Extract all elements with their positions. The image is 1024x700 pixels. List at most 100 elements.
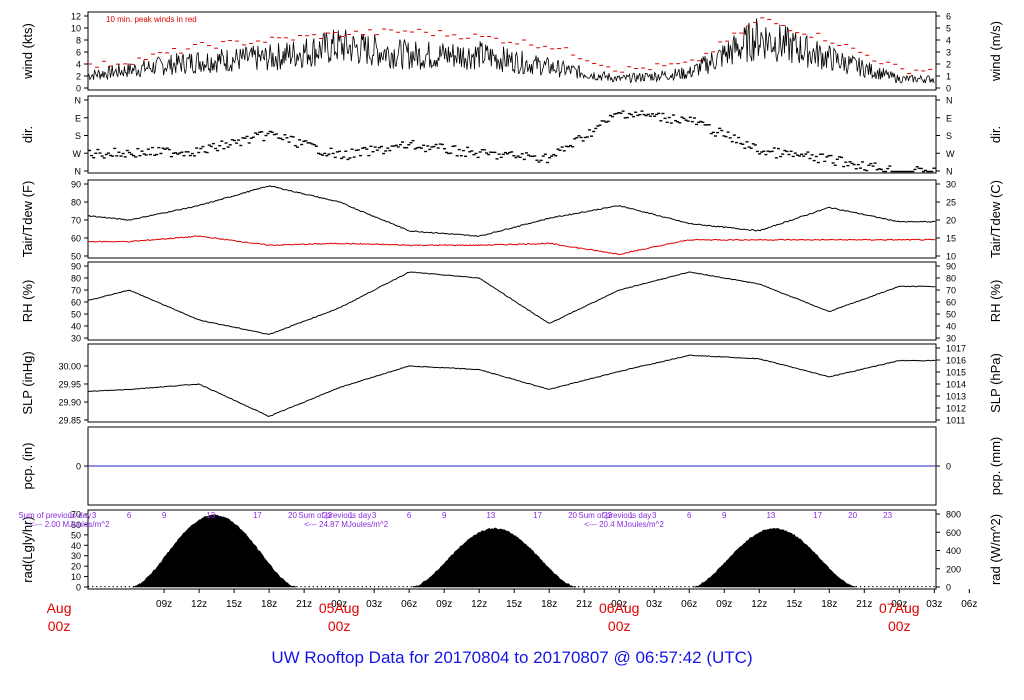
direction-point (587, 129, 591, 131)
series-line-tair (87, 185, 936, 238)
panel-frame-slp (87, 343, 937, 423)
y-tick-label-left: 0 (76, 583, 81, 593)
direction-point (537, 161, 541, 163)
direction-point (791, 155, 795, 158)
direction-point (178, 152, 182, 154)
radiation-area-day-1 (132, 514, 297, 588)
direction-point (487, 153, 491, 156)
radiation-zero-dot (390, 586, 392, 588)
direction-point (873, 162, 877, 164)
direction-point (289, 135, 293, 138)
radiation-zero-dot (569, 586, 572, 588)
radiation-zero-dot (904, 586, 907, 588)
radiation-zero-dot (929, 586, 931, 588)
direction-point (827, 154, 831, 157)
direction-point (545, 161, 549, 164)
y-axis-title-right: dir. (988, 126, 1003, 143)
direction-point (560, 146, 564, 148)
direction-point (274, 133, 278, 135)
y-axis-title-right: SLP (hPa) (988, 353, 1003, 413)
y-tick-label-right: 0 (946, 462, 951, 472)
x-tick-label: 03z (926, 599, 942, 610)
radiation-zero-dot (831, 586, 833, 588)
radiation-zero-dot (688, 586, 690, 588)
direction-point (699, 120, 703, 123)
direction-point (682, 117, 686, 120)
direction-point (690, 120, 694, 123)
direction-point (524, 152, 528, 154)
y-tick-label-right: 1016 (946, 356, 966, 366)
direction-point (829, 154, 833, 157)
direction-point (239, 144, 243, 147)
direction-point (449, 152, 453, 154)
direction-point (646, 113, 650, 116)
direction-point (375, 149, 379, 151)
direction-point (913, 168, 917, 171)
radiation-zero-dot (247, 586, 249, 588)
direction-point (802, 155, 806, 157)
direction-point (842, 165, 846, 168)
x-tick-label: 12z (751, 599, 767, 610)
direction-point (333, 156, 337, 159)
hour-mark-label: 17 (533, 511, 542, 520)
radiation-zero-dot (618, 586, 621, 588)
direction-point (119, 155, 123, 157)
direction-point (367, 154, 371, 157)
direction-point (823, 160, 827, 163)
hour-mark-label: 3 (372, 511, 377, 520)
radiation-zero-dot (623, 586, 625, 588)
direction-point (608, 114, 612, 117)
direction-point (96, 148, 100, 151)
radiation-zero-dot (455, 586, 457, 588)
radiation-zero-dot (202, 586, 204, 588)
radiation-zero-dot (508, 586, 510, 588)
direction-point (148, 153, 152, 156)
radiation-zero-dot (614, 586, 617, 588)
radiation-zero-dot (847, 586, 849, 588)
direction-point (224, 142, 228, 144)
radiation-zero-dot (96, 586, 98, 588)
x-tick-label: 21z (576, 599, 592, 610)
direction-point (220, 140, 224, 142)
direction-point (363, 146, 367, 149)
radiation-sum-annotation: <--- 24.87 MJoules/m^2 (304, 520, 389, 529)
radiation-zero-dot (565, 586, 568, 588)
hour-mark-label: 23 (323, 511, 332, 520)
direction-point (270, 131, 274, 133)
y-tick-label-left: 50 (71, 310, 81, 320)
direction-point (596, 125, 600, 127)
y-tick-label-left: 6 (76, 48, 81, 58)
direction-point (384, 150, 388, 152)
direction-point (176, 153, 180, 155)
radiation-zero-dot (774, 586, 776, 588)
radiation-zero-dot (451, 586, 453, 588)
radiation-zero-dot (749, 586, 751, 588)
direction-point (583, 136, 587, 139)
hour-mark-label: 20 (288, 511, 297, 520)
direction-point (281, 138, 285, 141)
direction-point (833, 164, 837, 166)
x-date-hour-label: 00z (608, 618, 631, 634)
direction-point (199, 147, 203, 150)
radiation-zero-dot (827, 586, 829, 588)
direction-point (865, 169, 869, 172)
direction-point (552, 153, 556, 156)
y-tick-label-left: 90 (71, 180, 81, 190)
direction-point (680, 116, 684, 118)
radiation-zero-dot (361, 586, 363, 588)
radiation-zero-dot (88, 586, 90, 588)
radiation-zero-dot (802, 586, 804, 588)
radiation-zero-dot (222, 586, 224, 588)
direction-point (886, 167, 890, 170)
direction-point (228, 144, 232, 146)
y-tick-label-right: 90 (946, 262, 956, 272)
radiation-zero-dot (275, 586, 278, 588)
direction-point (304, 140, 308, 142)
direction-point (457, 148, 461, 151)
direction-point (632, 115, 636, 118)
direction-point (627, 112, 631, 115)
direction-point (743, 147, 747, 149)
direction-point (111, 155, 115, 157)
direction-point (235, 142, 239, 144)
direction-point (758, 153, 762, 155)
